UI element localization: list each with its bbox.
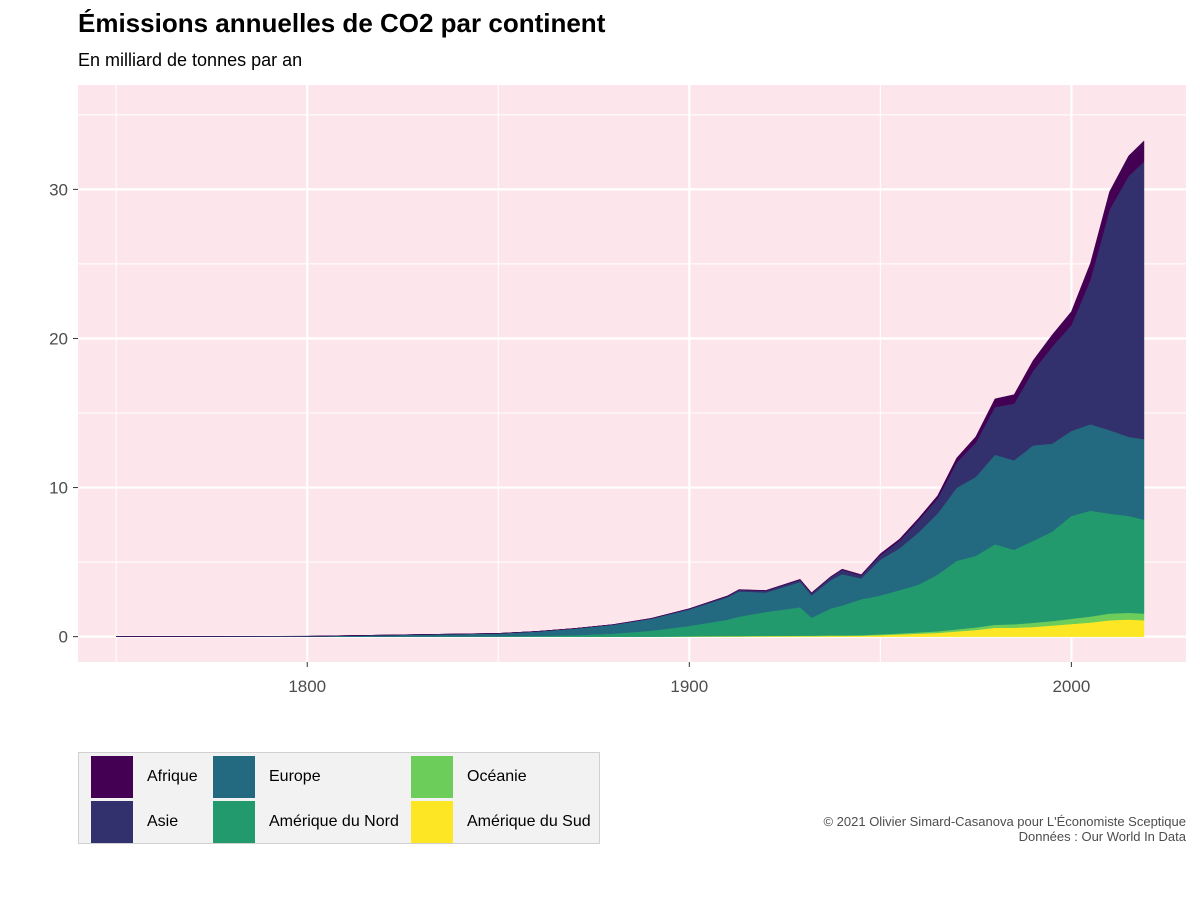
x-axis: 1800 1900 2000 bbox=[288, 662, 1090, 696]
y-tick-label: 20 bbox=[49, 329, 68, 348]
legend-key bbox=[91, 756, 133, 798]
credit: © 2021 Olivier Simard-Casanova pour L'Éc… bbox=[823, 814, 1186, 844]
legend-label: Amérique du Sud bbox=[467, 813, 591, 830]
legend-key bbox=[411, 801, 453, 843]
legend-label: Afrique bbox=[147, 768, 198, 785]
legend-item: Amérique du Sud bbox=[411, 800, 591, 844]
legend-item: Afrique bbox=[91, 755, 198, 799]
legend-key bbox=[213, 756, 255, 798]
legend-item: Asie bbox=[91, 800, 178, 844]
credit-source: Données : Our World In Data bbox=[1018, 829, 1186, 844]
x-tick-label: 2000 bbox=[1052, 677, 1090, 696]
x-tick-label: 1900 bbox=[670, 677, 708, 696]
legend-label: Asie bbox=[147, 813, 179, 830]
legend-key bbox=[411, 756, 453, 798]
x-tick-label: 1800 bbox=[288, 677, 326, 696]
credit-author: © 2021 Olivier Simard-Casanova pour L'Éc… bbox=[823, 814, 1186, 829]
y-tick-label: 0 bbox=[59, 628, 68, 647]
stacked-areas bbox=[115, 140, 1145, 637]
legend-label: Amérique du Nord bbox=[269, 813, 399, 830]
area-afrique bbox=[116, 140, 1145, 637]
legend-key bbox=[91, 801, 133, 843]
legend-label: Océanie bbox=[467, 768, 527, 785]
y-tick-label: 10 bbox=[49, 479, 68, 498]
y-tick-label: 30 bbox=[49, 180, 68, 199]
legend-item: Europe bbox=[213, 755, 321, 799]
legend-label: Europe bbox=[269, 768, 321, 785]
legend-key bbox=[213, 801, 255, 843]
legend: Afrique Asie Europe Amérique du Nord Océanie… bbox=[78, 752, 600, 844]
chart-title: Émissions annuelles de CO2 par continent bbox=[78, 8, 606, 38]
legend-item: Amérique du Nord bbox=[213, 800, 399, 844]
y-axis: 0 10 20 30 bbox=[49, 180, 78, 647]
legend-item: Océanie bbox=[411, 755, 527, 799]
chart-subtitle: En milliard de tonnes par an bbox=[78, 50, 303, 70]
co2-area-chart: 0 10 20 30 1800 1900 2000 bbox=[49, 85, 1186, 696]
